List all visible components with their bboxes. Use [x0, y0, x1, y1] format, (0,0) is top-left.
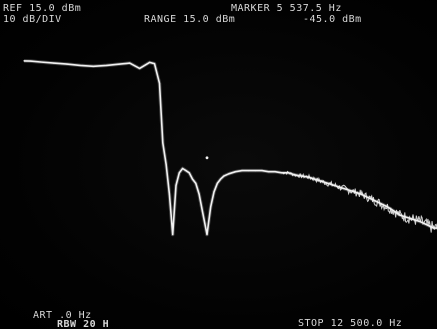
ref-level-readout: REF 15.0 dBm — [3, 3, 82, 14]
trace-point — [153, 63, 156, 65]
trace-point — [23, 60, 25, 62]
trace-point — [210, 206, 212, 208]
marker-amplitude-readout: -45.0 dBm — [303, 14, 362, 25]
trace-point — [66, 63, 68, 65]
rbw-readout: RBW 20 H — [57, 319, 110, 329]
trace-point — [223, 175, 225, 177]
trace-point — [158, 82, 161, 84]
trace-point — [139, 67, 141, 69]
trace-point — [254, 170, 256, 172]
trace-point — [426, 224, 428, 226]
trace-point — [400, 214, 402, 216]
trace-point — [175, 184, 177, 187]
trace-point — [119, 63, 121, 65]
trace-point — [178, 172, 180, 174]
scale-readout: 10 dB/DIV — [3, 14, 62, 25]
trace-point — [201, 210, 203, 212]
trace-point — [261, 170, 263, 172]
spectrum-trace-group — [23, 59, 437, 237]
trace-point — [274, 171, 276, 173]
trace-point — [327, 182, 329, 184]
trace-point — [188, 172, 190, 174]
trace-point — [149, 61, 151, 64]
trace-point — [213, 191, 215, 193]
trace-point — [267, 171, 270, 173]
spectrum-trace-line — [23, 60, 437, 236]
marker-point — [205, 156, 209, 160]
trace-point — [216, 182, 218, 184]
trace-point — [234, 171, 237, 173]
trace-point — [206, 233, 208, 236]
range-readout: RANGE 15.0 dBm — [144, 14, 236, 25]
trace-point — [198, 193, 200, 195]
trace-point — [53, 62, 55, 64]
trace-point — [195, 182, 197, 184]
trace-point — [182, 167, 184, 170]
trace-noise — [281, 170, 437, 233]
start-frequency-readout: ART .0 Hz — [33, 310, 92, 321]
trace-point — [92, 65, 94, 67]
trace-point — [30, 60, 32, 62]
trace-point — [185, 170, 187, 172]
trace-point — [129, 62, 131, 64]
trace-point — [248, 170, 250, 172]
trace-point — [220, 178, 222, 180]
trace-point — [168, 193, 170, 195]
trace-point — [228, 173, 230, 175]
spectrum-trace-glow — [23, 59, 437, 237]
trace-point — [406, 216, 408, 219]
trace-point — [191, 178, 194, 180]
trace-point — [367, 196, 369, 198]
trace-point — [162, 142, 164, 144]
stop-frequency-readout: STOP 12 500.0 Hz — [298, 318, 403, 329]
trace-point — [39, 61, 42, 63]
trace-point — [241, 170, 243, 172]
marker-frequency-readout: MARKER 5 537.5 Hz — [231, 3, 342, 14]
trace-point — [106, 64, 108, 66]
trace-point — [165, 163, 167, 165]
trace-point — [172, 233, 174, 236]
trace-point — [79, 64, 81, 66]
